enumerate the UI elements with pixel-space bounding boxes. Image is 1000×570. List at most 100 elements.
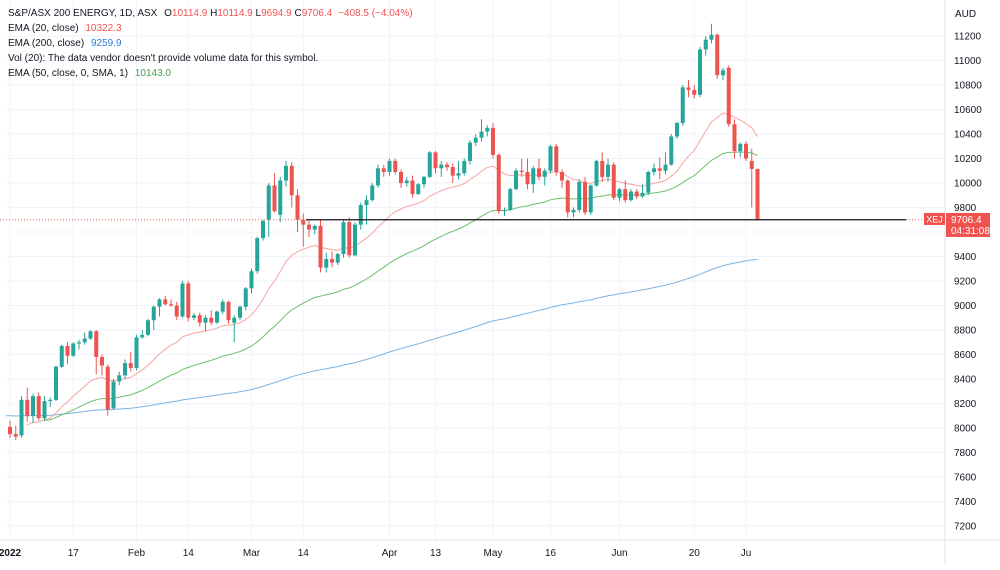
candle[interactable] [25,387,30,422]
candle[interactable] [594,159,599,187]
candle[interactable] [588,184,593,215]
candle[interactable] [42,396,47,421]
candle[interactable] [376,164,380,188]
candle[interactable] [508,187,513,212]
candle[interactable] [450,163,455,183]
candle[interactable] [646,170,651,196]
candle[interactable] [600,152,605,182]
candle[interactable] [261,219,265,241]
candle[interactable] [266,183,271,237]
candle[interactable] [59,344,64,368]
ema200-line[interactable] [6,259,758,417]
candle[interactable] [341,219,346,258]
candle[interactable] [749,148,754,208]
candle[interactable] [514,168,518,191]
candle[interactable] [565,179,570,218]
candle[interactable] [163,295,168,306]
candle[interactable] [479,119,484,142]
candle[interactable] [381,164,386,177]
candle[interactable] [554,143,559,176]
candle[interactable] [174,301,179,321]
candle[interactable] [232,315,237,343]
candle[interactable] [473,134,478,147]
candle[interactable] [410,175,415,198]
candle[interactable] [399,169,403,188]
candle[interactable] [249,268,254,294]
candle[interactable] [427,151,432,179]
candle[interactable] [703,36,708,56]
legend-ema200-row[interactable]: EMA (200, close) 9259.9 [8,36,413,51]
candle[interactable] [347,217,352,258]
legend-ema50-row[interactable]: EMA (50, close, 0, SMA, 1) 10143.0 [8,66,413,81]
candle[interactable] [611,162,616,201]
candle[interactable] [732,119,737,159]
candle[interactable] [560,169,564,188]
candle[interactable] [738,142,743,158]
candle[interactable] [571,207,576,218]
candle[interactable] [88,330,93,340]
candle[interactable] [255,236,260,274]
candle[interactable] [134,334,139,371]
candle[interactable] [617,187,622,202]
candle[interactable] [140,330,145,339]
candle[interactable] [77,339,81,350]
candle[interactable] [657,157,662,180]
candle[interactable] [755,168,760,221]
candle[interactable] [8,420,12,438]
candle[interactable] [439,160,444,177]
candle[interactable] [192,312,196,321]
candle[interactable] [295,189,300,232]
candle[interactable] [715,33,720,79]
candle[interactable] [548,145,553,174]
candle[interactable] [531,165,536,193]
candle[interactable] [318,219,323,273]
candle[interactable] [94,330,99,375]
candle[interactable] [496,153,501,214]
candle[interactable] [169,299,173,307]
candle[interactable] [324,252,329,273]
candle[interactable] [744,141,748,161]
candle[interactable] [65,342,70,365]
candle[interactable] [669,134,674,166]
candle[interactable] [358,202,363,230]
candle[interactable] [100,354,104,376]
candle[interactable] [629,189,633,202]
candle[interactable] [215,310,219,324]
candle[interactable] [445,162,449,171]
candle[interactable] [525,158,530,190]
candle[interactable] [726,65,731,127]
candle[interactable] [180,281,185,318]
candle[interactable] [387,158,392,176]
candle[interactable] [652,163,656,176]
candle[interactable] [220,299,225,315]
candle[interactable] [203,315,208,332]
candle[interactable] [634,189,639,199]
candle[interactable] [111,379,116,410]
candle[interactable] [289,162,294,208]
candle[interactable] [209,310,214,326]
candle[interactable] [462,158,467,176]
candle[interactable] [623,180,628,203]
candle[interactable] [606,158,610,182]
candle[interactable] [663,152,668,175]
candle[interactable] [146,318,150,337]
candle[interactable] [335,252,340,266]
candle[interactable] [157,298,162,317]
candle[interactable] [675,121,679,139]
candle[interactable] [301,213,306,247]
candle[interactable] [692,85,697,99]
candle[interactable] [485,125,490,137]
candle[interactable] [272,173,277,213]
candle[interactable] [284,160,288,187]
candle[interactable] [128,352,133,372]
candle[interactable] [307,219,311,237]
candle[interactable] [698,47,702,98]
legend-vol-row[interactable]: Vol (20): The data vendor doesn't provid… [8,51,413,66]
candle[interactable] [31,393,35,424]
candle[interactable] [117,371,122,386]
ema20-line[interactable] [27,112,758,426]
candle[interactable] [123,359,127,379]
candle[interactable] [186,281,191,322]
candle[interactable] [71,342,76,357]
